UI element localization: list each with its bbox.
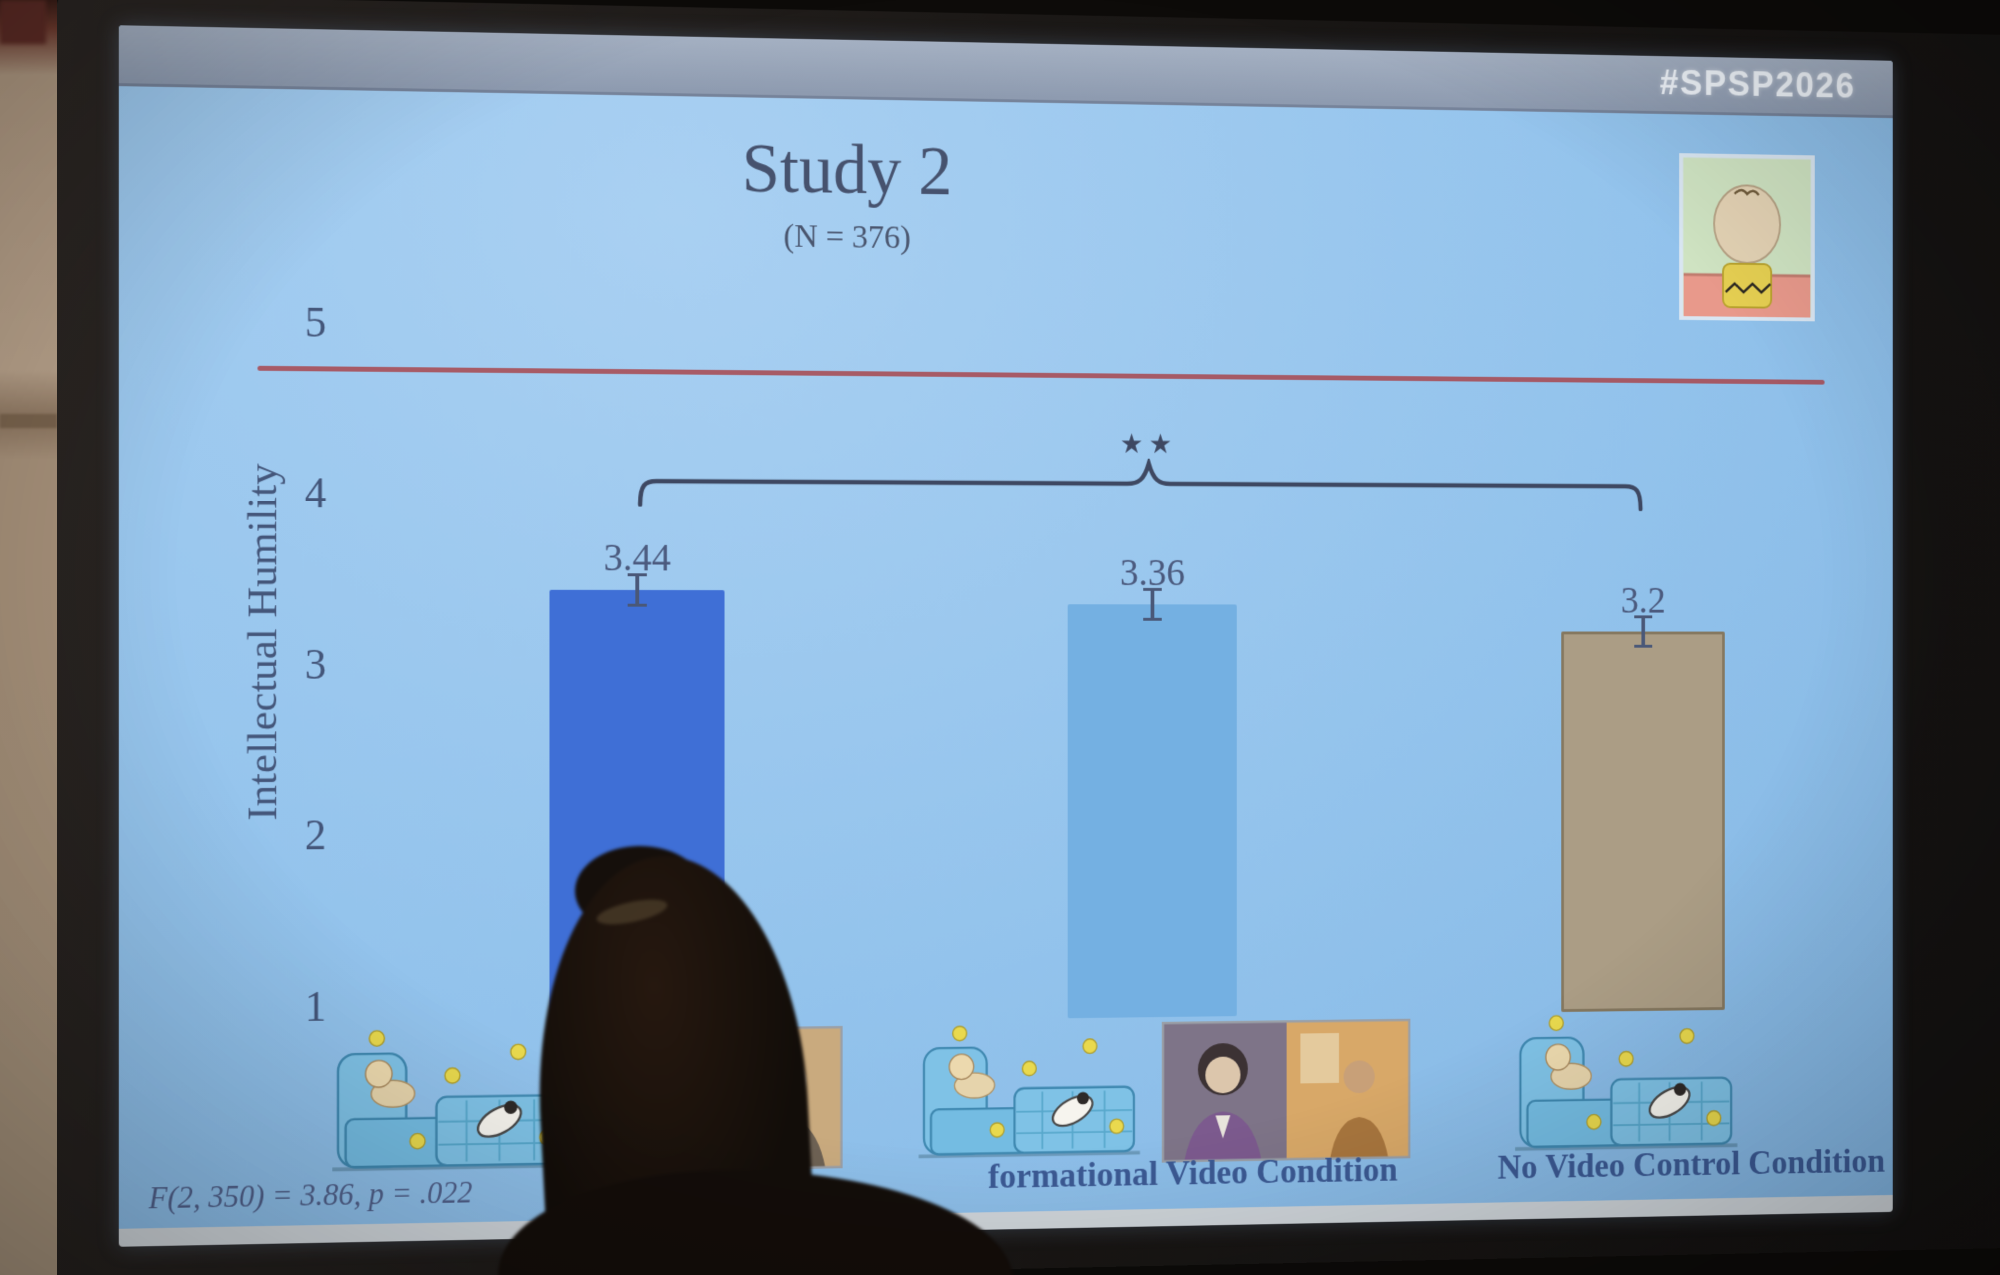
informational-video-thumbnail — [1162, 1019, 1411, 1163]
hashtag-band: #SPSP2026 — [118, 25, 1893, 119]
y-tick-5: 5 — [304, 297, 327, 347]
bar-informational-video-condition — [1067, 604, 1237, 1019]
tv-screen: #SPSP2026 Study 2 (N = 376) — [118, 25, 1893, 1247]
y-tick-3: 3 — [304, 640, 327, 689]
room-wall — [0, 0, 57, 1275]
y-tick-1: 1 — [304, 981, 327, 1031]
value-label-debate: 3.44 — [603, 535, 671, 580]
y-tick-4: 4 — [304, 468, 327, 518]
sample-size-subtitle: (N = 376) — [783, 218, 911, 256]
x-label-debate-condition: Debate Co — [569, 1161, 725, 1204]
red-divider-line — [257, 365, 1825, 385]
x-label-informational-video-condition: formational Video Condition — [987, 1149, 1398, 1196]
debate-video-thumbnail — [604, 1026, 843, 1172]
presentation-slide: #SPSP2026 Study 2 (N = 376) — [118, 25, 1893, 1229]
y-tick-2: 2 — [304, 810, 327, 860]
peanuts-couch-scene-debate — [321, 1024, 582, 1176]
wall-chair-rail — [0, 414, 57, 428]
bar-no-video-control-condition — [1561, 631, 1725, 1012]
bar-debate-condition — [549, 589, 725, 1025]
value-label-informational: 3.36 — [1119, 550, 1185, 594]
significance-bracket — [637, 456, 1643, 512]
slide-title: Study 2 — [741, 128, 953, 210]
value-label-control: 3.2 — [1620, 577, 1666, 621]
conference-hashtag: #SPSP2026 — [1659, 62, 1856, 106]
peanuts-couch-scene-control — [1504, 1010, 1747, 1156]
tv-bezel: #SPSP2026 Study 2 (N = 376) — [57, 0, 2000, 1275]
peanuts-couch-scene-informational — [912, 1017, 1146, 1166]
stat-annotation: F(2, 350) = 3.86, p = .022 — [148, 1174, 473, 1216]
charlie-brown-picture — [1679, 153, 1815, 321]
wall-red-patch — [0, 0, 46, 44]
x-label-no-video-control-condition: No Video Control Condition — [1497, 1141, 1885, 1187]
